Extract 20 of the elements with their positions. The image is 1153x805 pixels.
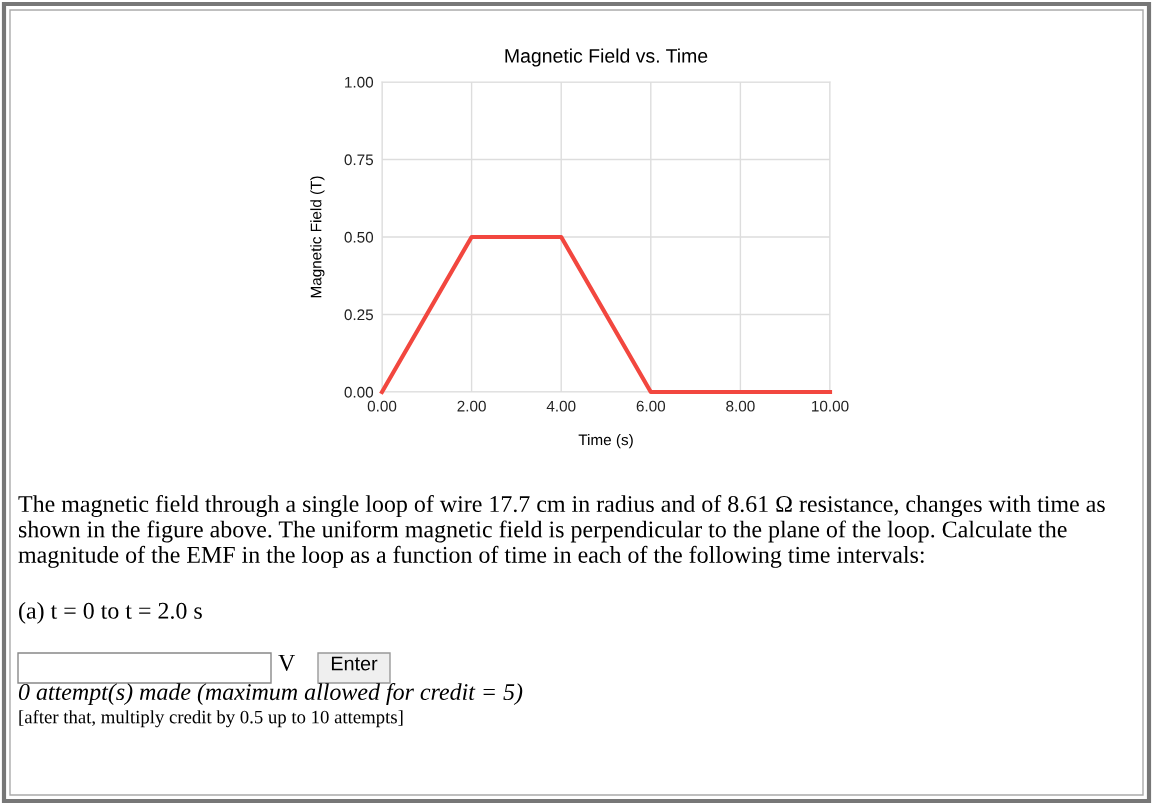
text: (a) t = 0 to t = 2.0 s [19, 602, 202, 624]
x-tick-label: 8.00 [726, 400, 755, 412]
chart-title: Magnetic Field vs. Time [505, 48, 708, 67]
text: V [278, 654, 296, 671]
text: Enter [331, 656, 378, 671]
y-tick-label: 0.75 [344, 154, 374, 166]
y-tick-label: 0.00 [344, 386, 374, 398]
x-tick-label: 0.00 [367, 400, 397, 412]
y-tick-label: 1.00 [345, 76, 374, 88]
text: The magnetic field through a single loop of wire 17.7 cm in radius and of 8.61 Ω resistance, changes with time as shown in the figure above. The uniform magnetic field is perpendicular to the plane of the loop. Calculate the magnitude of the EMF in the loop as a function of time in each of the following time intervals: [18, 495, 1105, 568]
y-tick-label: 0.50 [344, 231, 374, 243]
y-tick-label: 0.25 [344, 309, 374, 321]
x-tick-label: 10.00 [812, 400, 849, 412]
x-tick-label: 6.00 [636, 400, 666, 412]
text: 0 attempt(s) made (maximum allowed for credit = 5) [18, 683, 523, 705]
x-tick-label: 2.00 [457, 400, 486, 412]
x-tick-label: 4.00 [546, 400, 576, 412]
x-axis-title: Time (s) [578, 434, 633, 449]
text: [after that, multiply credit by 0.5 up to 10 attempts] [19, 710, 403, 728]
y-axis-title: Magnetic Field (T) [310, 176, 325, 298]
